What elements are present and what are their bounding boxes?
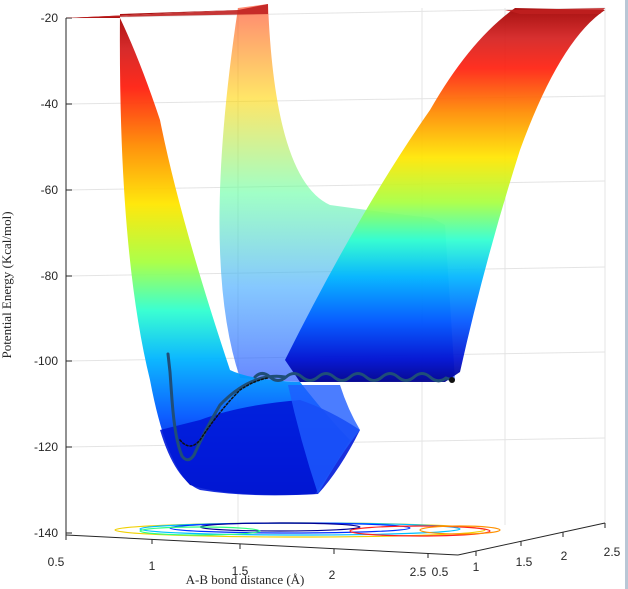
y-tick-label: 2 [561, 549, 568, 563]
z-tick-label: -80 [41, 269, 59, 283]
reaction-trajectory [166, 352, 455, 462]
trajectory-oscillation [253, 372, 454, 383]
y-tick-label: 0.5 [432, 565, 449, 579]
z-axis-label: Potential Energy (Kcal/mol) [0, 211, 14, 358]
y-tick-label: 1.5 [516, 555, 533, 569]
surface-right-flank [285, 8, 605, 382]
z-axis: -20 -40 -60 -80 -100 -120 -140 Potential… [0, 11, 72, 540]
x-tick-label: 2.5 [410, 565, 427, 579]
y-axis: 0.5 1 1.5 2 2.5 [432, 522, 621, 579]
x-tick-label: 1.5 [232, 564, 249, 578]
energy-surface [66, 4, 605, 496]
y-tick-label: 1 [473, 560, 480, 574]
z-tick-label: -100 [34, 354, 58, 368]
window-frame-edge [625, 0, 628, 589]
y-tick-label: 2.5 [604, 545, 621, 559]
trajectory-shadow [179, 377, 269, 447]
z-tick-label: -40 [41, 97, 59, 111]
x-axis-label: A-B bond distance (Å) [186, 572, 305, 587]
z-tick-label: -60 [41, 183, 59, 197]
trajectory-end-point [449, 377, 455, 383]
surface-left-wall [66, 10, 350, 495]
x-tick-label: 0.5 [48, 555, 65, 569]
z-tick-label: -20 [41, 11, 59, 25]
z-tick-label: -140 [34, 526, 58, 540]
contour-projection [114, 522, 501, 538]
z-tick-label: -120 [34, 440, 58, 454]
surface-top-plateau [66, 4, 268, 18]
surface-bowl-front [288, 385, 360, 494]
surface-top-right [505, 8, 605, 14]
x-tick-label: 2 [329, 568, 336, 582]
x-axis: 0.5 1 1.5 2 2.5 A-B bond distance (Å) [48, 534, 459, 587]
x-tick-label: 1 [149, 559, 156, 573]
